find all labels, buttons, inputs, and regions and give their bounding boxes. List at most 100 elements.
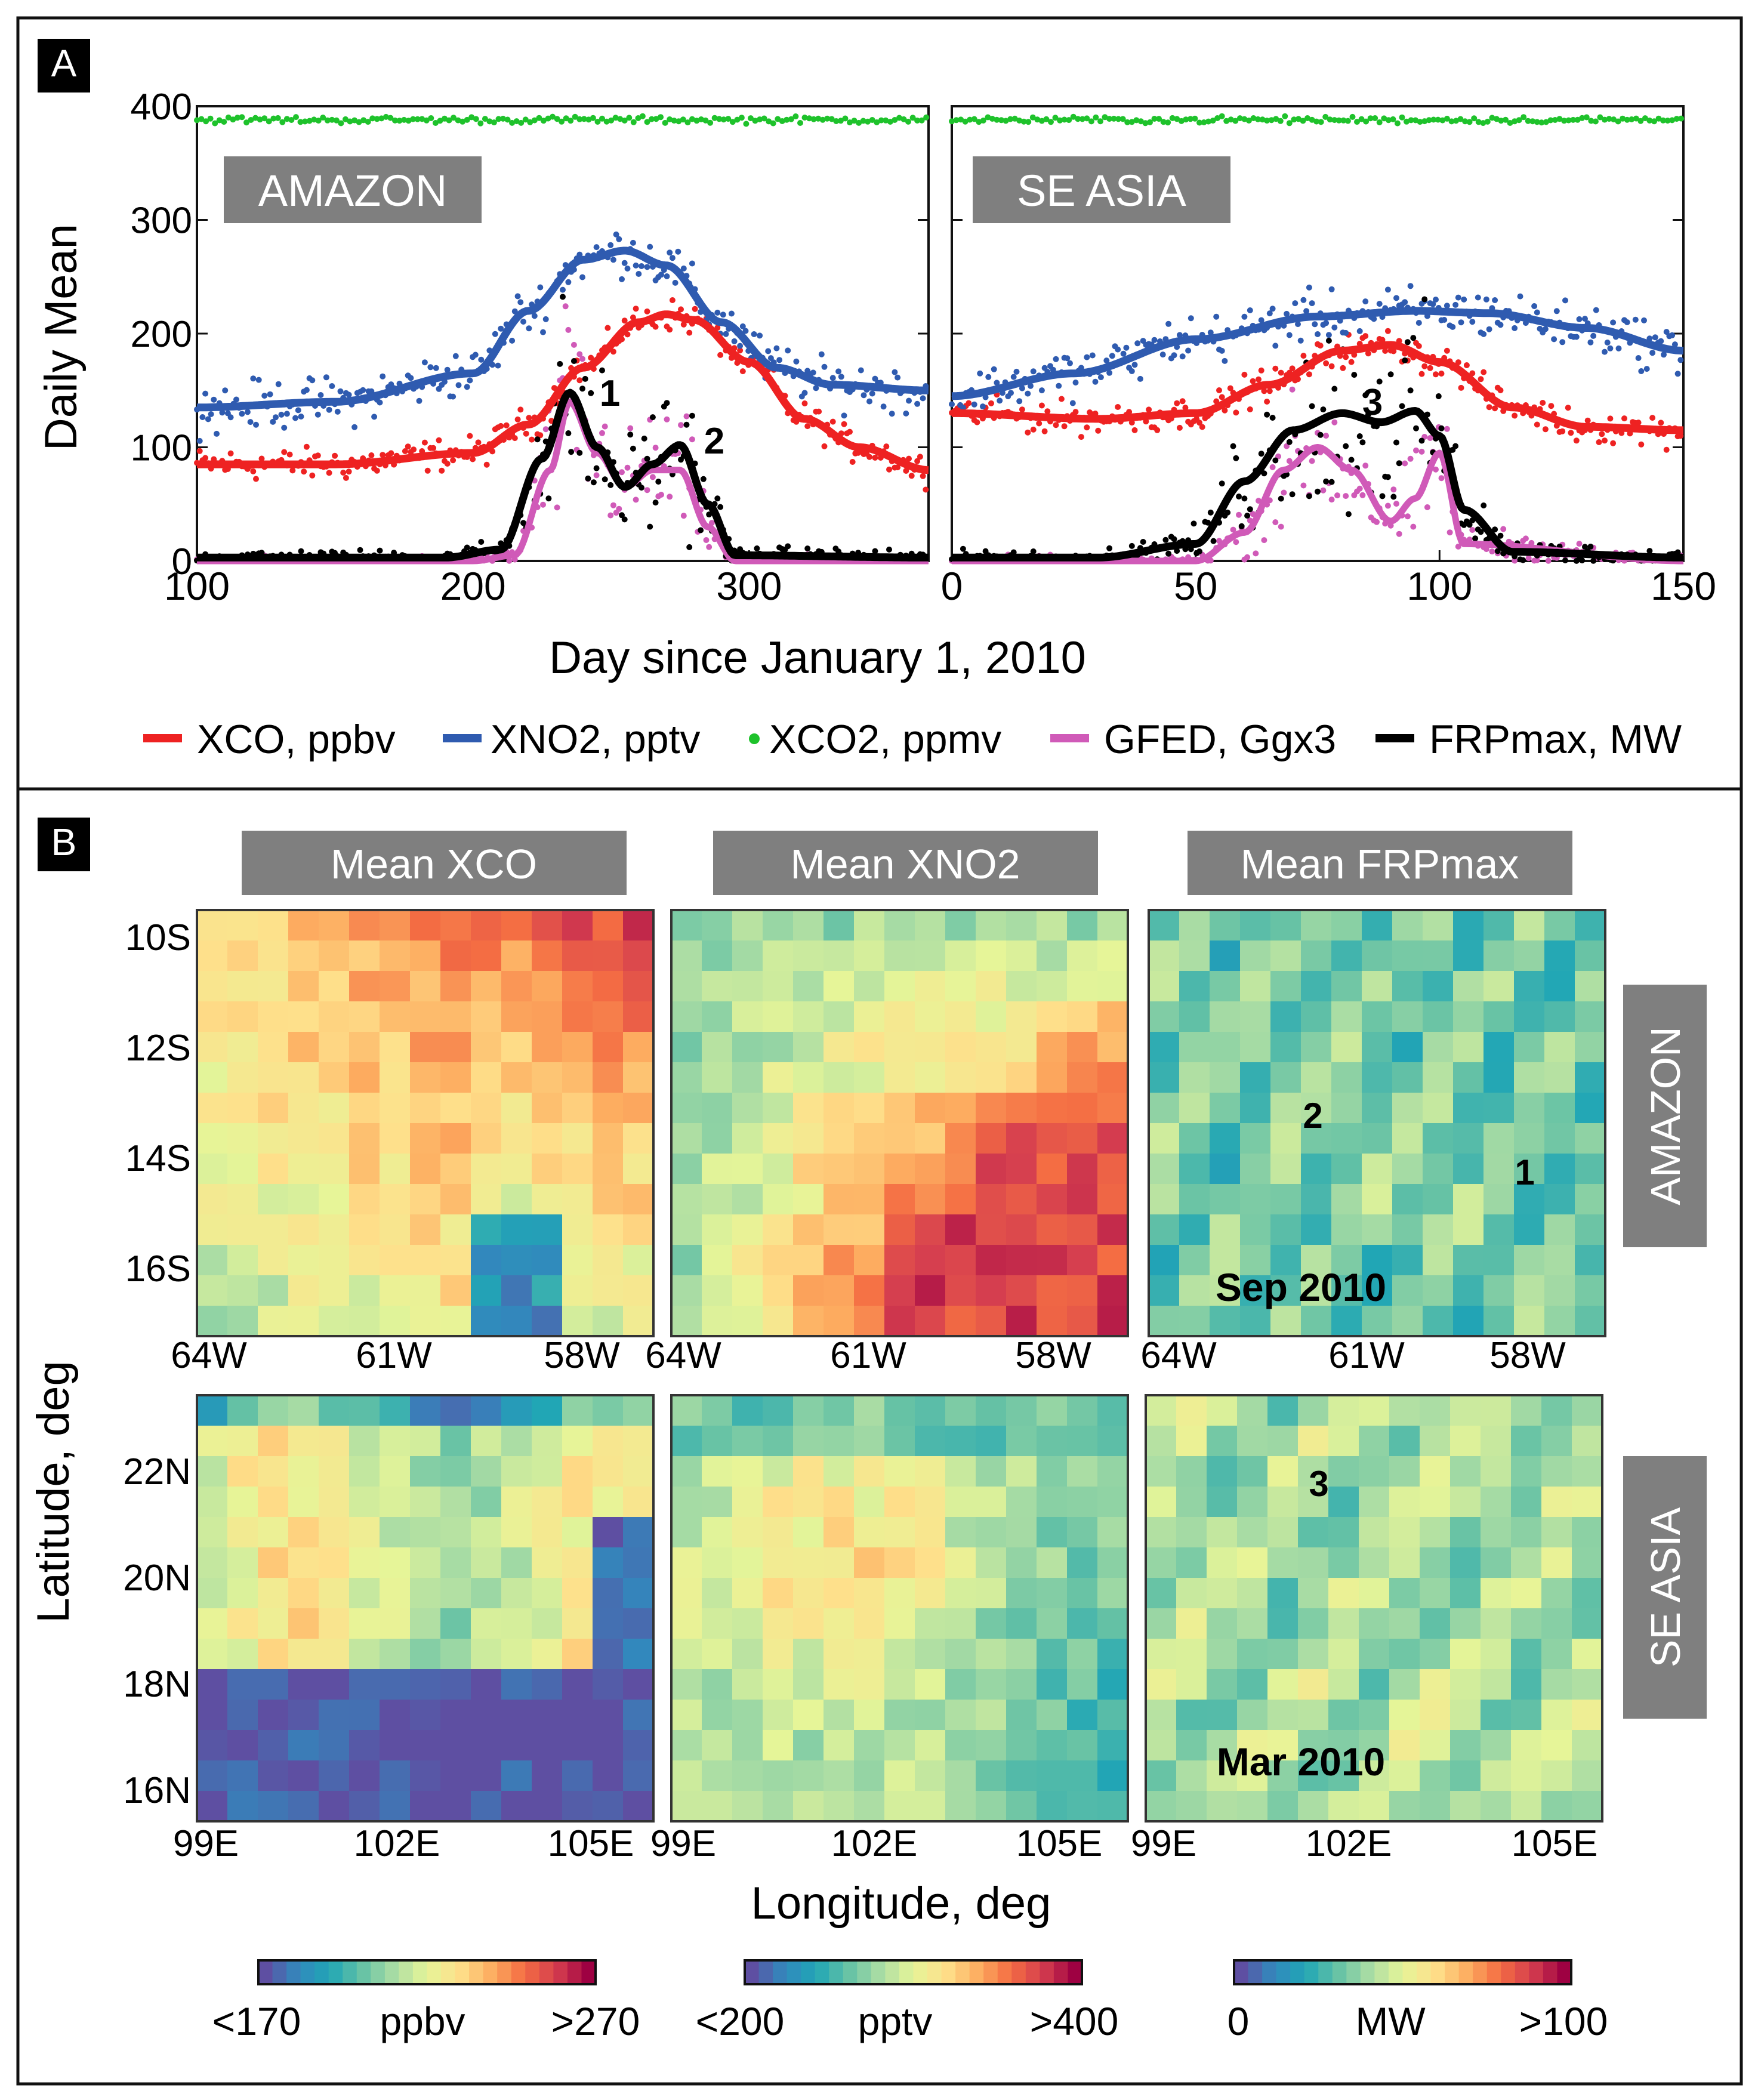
data-point [495,116,502,122]
heatmap-cell [671,1456,702,1487]
data-point [729,119,736,125]
data-point [702,117,709,124]
heatmap-cell [1237,1791,1268,1822]
row-label-box-seasia [1623,1456,1707,1719]
heatmap-cell [1362,1123,1393,1154]
heatmap-cell [532,1395,563,1426]
data-point [430,445,437,451]
data-point [1069,400,1076,406]
heatmap-cell [702,1669,733,1700]
data-point [1176,332,1183,338]
heatmap-cell [562,1093,593,1124]
heatmap-cell [793,1791,824,1822]
data-point [1273,116,1279,122]
heatmap-cell [319,1001,350,1032]
heatmap-cell [1270,1032,1301,1063]
heatmap-cell [854,1517,885,1548]
data-point [1331,419,1338,425]
data-point [892,117,898,123]
data-point [1043,116,1050,122]
heatmap-cell [623,1184,654,1215]
heatmap-cell [1483,1062,1515,1093]
data-point [1291,116,1297,123]
heatmap-cell [1511,1669,1542,1700]
heatmap-cell [1270,1154,1301,1185]
data-point [1448,118,1455,125]
heatmap-cell [349,940,380,972]
data-point [1543,119,1549,125]
heatmap-cell [532,1730,563,1761]
data-point [1438,475,1445,482]
heatmap-cell [319,1517,350,1548]
data-point [599,430,605,436]
heatmap-cell [945,910,976,941]
row-label-box-amazon [1623,985,1707,1247]
data-point [436,437,442,443]
data-point [378,115,385,122]
heatmap-cell [532,1578,563,1609]
heatmap-cell [197,940,228,972]
heatmap-cell [763,1760,794,1791]
heatmap-cell [1240,940,1271,972]
heatmap-cell [258,971,289,1002]
heatmap-cell [945,1123,976,1154]
data-point [1642,115,1648,122]
amazon-series-line [195,388,930,562]
data-point [858,367,864,374]
data-point [1602,349,1608,355]
heatmap-cell [501,1001,532,1032]
heatmap-cell [258,1608,289,1639]
data-point [320,115,326,121]
data-point [865,118,871,125]
heatmap-cell [288,1214,319,1245]
heatmap-cell [824,1700,855,1731]
heatmap-cell [1575,1032,1606,1063]
heatmap-cell [227,1517,258,1548]
data-point [1058,396,1065,402]
data-point [248,117,254,123]
data-point [1629,116,1635,122]
data-point [647,243,653,250]
figure-frame [16,16,1743,2086]
heatmap-cell [1541,1700,1572,1731]
data-point [1219,347,1225,354]
heatmap-cell [1328,1730,1359,1761]
data-point [1131,427,1138,433]
data-point [536,115,542,121]
panel-b-xlabel: Longitude, deg [751,1878,1051,1929]
heatmap-cell [1541,1487,1572,1518]
data-point [270,115,277,122]
heatmap-cell [1097,971,1128,1002]
data-point [250,468,257,474]
heatmap-cell [702,1001,733,1032]
data-point [1579,115,1586,121]
data-point [1517,293,1523,300]
data-point [1247,506,1253,513]
heatmap-cell [440,1487,471,1518]
colorbar-segment [913,1960,928,1984]
colorbar-segment [1557,1960,1572,1984]
data-point [500,115,506,122]
heatmap-cell [671,940,702,972]
heatmap-cell [319,940,350,972]
data-point [475,439,482,446]
data-point [1584,417,1591,424]
data-point [1356,485,1363,492]
heatmap-cell [197,1517,228,1548]
data-point [1323,320,1330,326]
data-point [678,422,684,428]
heatmap-cell [854,1578,885,1609]
colorbar-segment [553,1960,568,1984]
data-point [464,384,470,390]
colorbar-segment [356,1960,371,1984]
data-point [405,118,412,124]
heatmap-cell [410,1062,441,1093]
data-point [962,118,969,125]
heatmap-cell [1572,1791,1603,1822]
date-label-seasia: Mar 2010 [1217,1740,1386,1784]
heatmap-cell [471,1791,502,1822]
heatmap-cell [1207,1639,1238,1670]
heatmap-cell [440,1093,471,1124]
heatmap-cell [1149,1062,1180,1093]
heatmap-cell [501,1669,532,1700]
